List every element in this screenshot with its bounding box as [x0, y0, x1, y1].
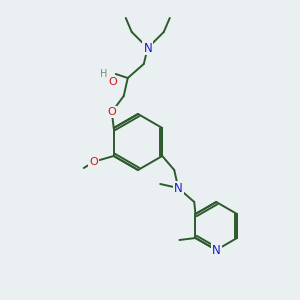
Text: O: O	[89, 157, 98, 167]
Text: N: N	[174, 182, 183, 194]
Text: H: H	[100, 69, 108, 79]
Text: N: N	[143, 41, 152, 55]
Text: N: N	[212, 244, 220, 256]
Text: O: O	[108, 77, 117, 87]
Text: O: O	[107, 107, 116, 117]
